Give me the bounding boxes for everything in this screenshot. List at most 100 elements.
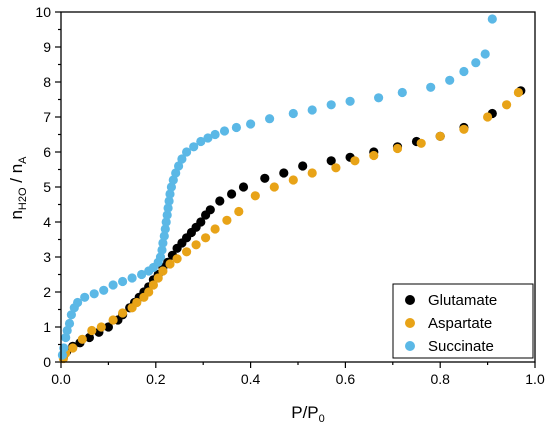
x-axis-title: P/P0 — [291, 403, 325, 425]
data-points — [57, 14, 526, 364]
point-aspartate — [483, 112, 493, 122]
point-aspartate — [350, 156, 360, 166]
x-tick-label: 0.8 — [430, 371, 450, 387]
plot-frame — [60, 11, 536, 363]
point-aspartate — [108, 315, 118, 325]
point-succinate — [203, 133, 213, 143]
point-aspartate — [87, 325, 97, 336]
point-succinate — [161, 217, 171, 227]
legend-label-glutamate: Glutamate — [428, 292, 497, 309]
point-succinate — [288, 108, 298, 119]
point-succinate — [374, 93, 384, 103]
point-succinate — [177, 154, 187, 164]
point-succinate — [166, 182, 176, 192]
point-succinate — [89, 289, 99, 299]
point-succinate — [157, 245, 167, 255]
series-succinate — [57, 14, 497, 360]
y-tick-label: 3 — [43, 249, 51, 265]
point-succinate — [326, 100, 336, 110]
point-succinate — [219, 126, 230, 136]
y-tick-label: 7 — [43, 109, 51, 125]
point-aspartate — [288, 175, 298, 185]
x-tick-label: 0.6 — [336, 371, 356, 387]
point-aspartate — [201, 233, 211, 243]
point-succinate — [487, 14, 497, 24]
y-tick-label: 6 — [43, 144, 51, 160]
point-glutamate — [326, 156, 336, 166]
point-glutamate — [196, 217, 206, 227]
point-aspartate — [331, 163, 341, 173]
point-succinate — [108, 280, 118, 290]
point-succinate — [165, 189, 175, 199]
point-succinate — [61, 332, 71, 343]
point-aspartate — [307, 168, 317, 178]
point-succinate — [345, 96, 355, 106]
point-succinate — [231, 122, 241, 133]
point-succinate — [155, 252, 166, 262]
y-tick-label: 0 — [43, 354, 51, 370]
legend-label-aspartate: Aspartate — [428, 315, 492, 332]
point-glutamate — [260, 173, 270, 183]
point-aspartate — [165, 259, 175, 269]
point-aspartate — [182, 247, 192, 257]
point-aspartate — [502, 100, 512, 110]
point-succinate — [164, 196, 174, 206]
point-aspartate — [148, 280, 158, 290]
point-aspartate — [153, 273, 163, 283]
point-glutamate — [205, 205, 215, 215]
point-aspartate — [132, 297, 142, 308]
point-glutamate — [227, 189, 237, 199]
x-tick-label: 0.4 — [241, 371, 261, 387]
point-aspartate — [158, 266, 168, 276]
point-succinate — [66, 310, 76, 320]
point-aspartate — [144, 287, 154, 297]
point-aspartate — [250, 191, 260, 201]
point-succinate — [158, 238, 168, 248]
point-succinate — [459, 66, 469, 77]
point-succinate — [171, 168, 181, 178]
point-succinate — [210, 129, 220, 140]
point-succinate — [265, 114, 275, 124]
y-axis-title: nH2O / nA — [7, 156, 29, 220]
legend-label-succinate: Succinate — [428, 338, 494, 355]
point-succinate — [118, 276, 128, 287]
point-succinate — [246, 119, 256, 129]
point-aspartate — [435, 131, 445, 141]
point-succinate — [189, 142, 199, 152]
point-aspartate — [392, 143, 403, 154]
y-tick-label: 4 — [43, 214, 51, 230]
point-succinate — [480, 49, 490, 59]
point-succinate — [99, 285, 109, 295]
point-succinate — [162, 210, 172, 220]
point-succinate — [159, 231, 169, 241]
legend-marker-aspartate — [405, 318, 415, 328]
legend-marker-glutamate — [405, 295, 415, 305]
point-succinate — [471, 58, 481, 68]
point-succinate — [137, 269, 147, 280]
point-aspartate — [269, 182, 279, 192]
x-tick-label: 1.0 — [525, 371, 545, 387]
tick-labels: 0.0 0.2 0.4 0.6 0.8 1.0 0 1 2 3 4 5 6 7 8 9 10 — [35, 4, 545, 387]
point-succinate — [160, 224, 170, 234]
point-succinate — [397, 87, 407, 98]
y-tick-label: 2 — [43, 284, 51, 300]
x-tick-label: 0.2 — [146, 371, 166, 387]
point-aspartate — [416, 138, 426, 148]
point-aspartate — [172, 254, 182, 264]
point-succinate — [127, 273, 137, 283]
point-aspartate — [459, 124, 469, 134]
y-tick-label: 1 — [43, 319, 51, 335]
point-glutamate — [215, 196, 225, 206]
point-succinate — [307, 105, 317, 115]
legend-box — [392, 283, 534, 359]
point-aspartate — [369, 150, 379, 161]
point-glutamate — [84, 332, 94, 343]
point-glutamate — [298, 161, 308, 171]
point-succinate — [168, 175, 178, 185]
point-succinate — [64, 318, 75, 329]
legend-marker-succinate — [405, 341, 415, 351]
y-tick-label: 8 — [43, 74, 51, 90]
point-glutamate — [103, 322, 113, 332]
point-succinate — [57, 350, 67, 360]
